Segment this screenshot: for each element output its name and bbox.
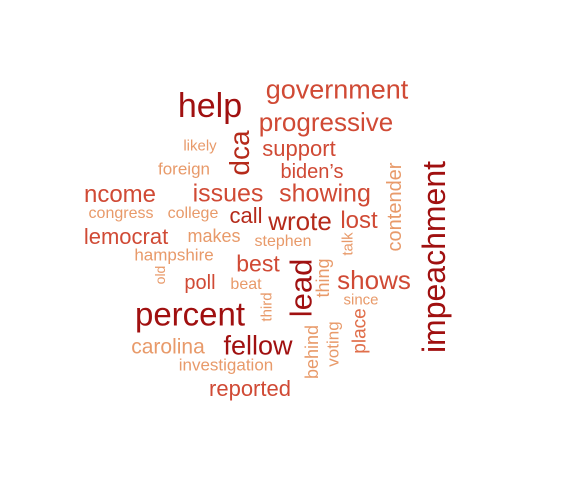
word-reported: reported — [209, 376, 291, 401]
word-support: support — [262, 136, 336, 161]
word-behind: behind — [302, 324, 322, 380]
word-third: third — [258, 292, 276, 322]
word-showing: showing — [279, 179, 371, 208]
word-fellow: fellow — [223, 330, 293, 361]
word-voting: voting — [323, 321, 343, 367]
word-hampshire: hampshire — [134, 245, 214, 265]
word-call: call — [229, 203, 263, 228]
word-since: since — [343, 291, 379, 309]
word-lemocrat: lemocrat — [83, 224, 169, 249]
word-stephen: stephen — [254, 233, 312, 250]
word-likely: likely — [183, 137, 217, 155]
word-percent: percent — [134, 295, 246, 333]
word-congress: congress — [88, 205, 154, 222]
word-contender: contender — [384, 162, 406, 252]
word-thing: thing — [313, 258, 333, 298]
word-bidens: biden’s — [280, 161, 344, 183]
word-wrote: wrote — [268, 206, 332, 236]
word-college: college — [167, 205, 219, 222]
word-beat: beat — [230, 276, 262, 293]
word-government: government — [265, 74, 409, 105]
word-impeachment: impeachment — [416, 160, 452, 354]
word-shows: shows — [337, 265, 411, 295]
word-place: place — [349, 308, 371, 354]
word-foreign: foreign — [158, 159, 210, 179]
word-help: help — [177, 87, 243, 125]
word-old: old — [152, 265, 168, 285]
word-dca: dca — [224, 130, 255, 176]
word-ncome: ncome — [83, 181, 157, 208]
word-investigation: investigation — [178, 355, 274, 375]
word-poll: poll — [184, 272, 216, 294]
word-lead: lead — [283, 258, 319, 318]
word-carolina: carolina — [131, 335, 205, 359]
word-progressive: progressive — [258, 107, 394, 137]
word-lost: lost — [340, 207, 378, 234]
word-makes: makes — [187, 226, 241, 246]
word-talk: talk — [339, 232, 357, 256]
word-best: best — [236, 250, 280, 277]
word-issues: issues — [192, 179, 264, 208]
